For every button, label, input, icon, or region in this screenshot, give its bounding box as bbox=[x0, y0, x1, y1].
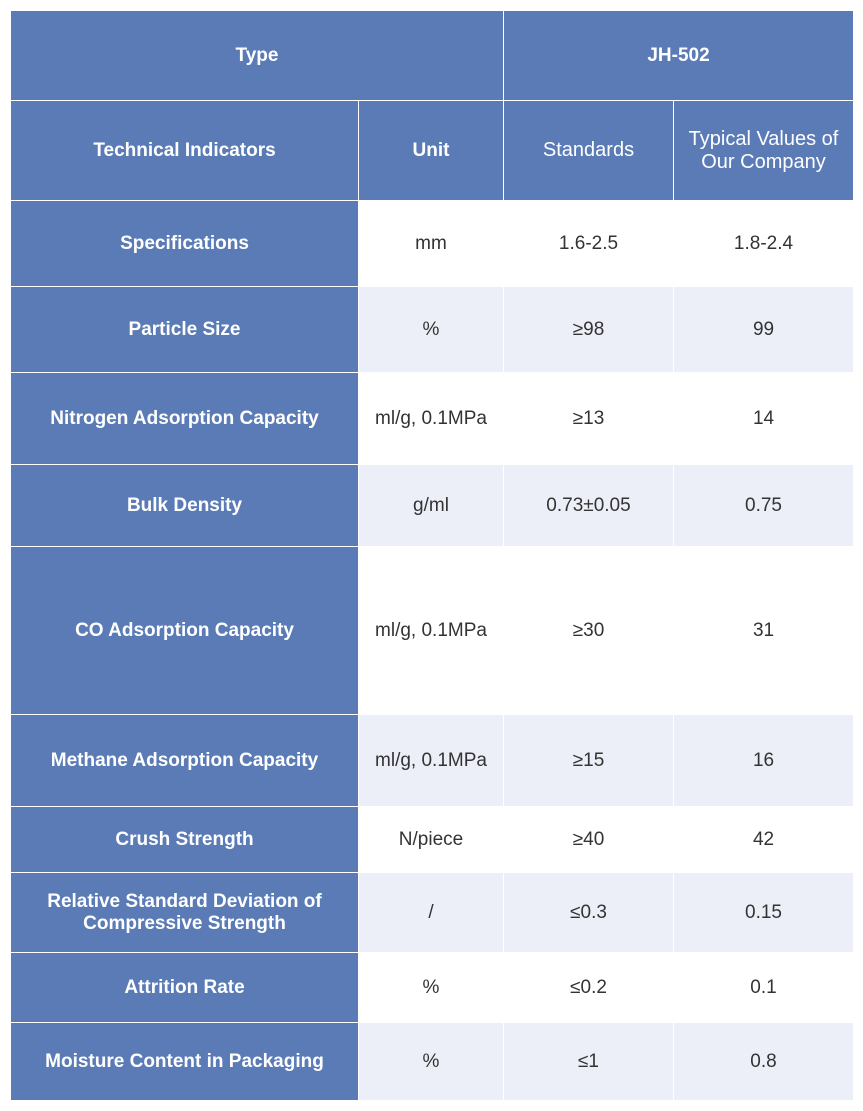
row-label: Attrition Rate bbox=[11, 953, 359, 1023]
table-row: CO Adsorption Capacityml/g, 0.1MPa≥3031 bbox=[11, 547, 854, 715]
table-row: Nitrogen Adsorption Capacityml/g, 0.1MPa… bbox=[11, 373, 854, 465]
typical-header: Typical Values of Our Company bbox=[674, 101, 854, 201]
standard-cell: ≥40 bbox=[504, 807, 674, 873]
standard-cell: ≤0.2 bbox=[504, 953, 674, 1023]
standard-cell: ≥30 bbox=[504, 547, 674, 715]
table-row: Methane Adsorption Capacityml/g, 0.1MPa≥… bbox=[11, 715, 854, 807]
unit-cell: ml/g, 0.1MPa bbox=[359, 715, 504, 807]
standard-cell: ≤0.3 bbox=[504, 873, 674, 953]
row-label: Nitrogen Adsorption Capacity bbox=[11, 373, 359, 465]
unit-cell: ml/g, 0.1MPa bbox=[359, 373, 504, 465]
row-label: Crush Strength bbox=[11, 807, 359, 873]
table-row: Specificationsmm1.6-2.51.8-2.4 bbox=[11, 201, 854, 287]
row-label: Methane Adsorption Capacity bbox=[11, 715, 359, 807]
standards-header: Standards bbox=[504, 101, 674, 201]
typical-cell: 0.75 bbox=[674, 465, 854, 547]
tech-indicators-header: Technical Indicators bbox=[11, 101, 359, 201]
unit-cell: / bbox=[359, 873, 504, 953]
table-row: Crush StrengthN/piece≥4042 bbox=[11, 807, 854, 873]
table-row: Bulk Densityg/ml0.73±0.050.75 bbox=[11, 465, 854, 547]
unit-cell: % bbox=[359, 1023, 504, 1101]
header-row-2: Technical Indicators Unit Standards Typi… bbox=[11, 101, 854, 201]
typical-cell: 0.8 bbox=[674, 1023, 854, 1101]
standard-cell: ≥13 bbox=[504, 373, 674, 465]
standard-cell: ≥15 bbox=[504, 715, 674, 807]
row-label: Specifications bbox=[11, 201, 359, 287]
unit-cell: % bbox=[359, 953, 504, 1023]
typical-cell: 1.8-2.4 bbox=[674, 201, 854, 287]
standard-cell: ≤1 bbox=[504, 1023, 674, 1101]
typical-cell: 42 bbox=[674, 807, 854, 873]
table-row: Moisture Content in Packaging%≤10.8 bbox=[11, 1023, 854, 1101]
spec-table-body: Type JH-502 Technical Indicators Unit St… bbox=[11, 11, 854, 1101]
typical-cell: 16 bbox=[674, 715, 854, 807]
standard-cell: 0.73±0.05 bbox=[504, 465, 674, 547]
typical-cell: 14 bbox=[674, 373, 854, 465]
product-header: JH-502 bbox=[504, 11, 854, 101]
typical-cell: 99 bbox=[674, 287, 854, 373]
typical-cell: 31 bbox=[674, 547, 854, 715]
unit-cell: ml/g, 0.1MPa bbox=[359, 547, 504, 715]
table-row: Relative Standard Deviation of Compressi… bbox=[11, 873, 854, 953]
unit-cell: mm bbox=[359, 201, 504, 287]
header-row-1: Type JH-502 bbox=[11, 11, 854, 101]
spec-table: Type JH-502 Technical Indicators Unit St… bbox=[10, 10, 854, 1101]
typical-cell: 0.15 bbox=[674, 873, 854, 953]
standard-cell: 1.6-2.5 bbox=[504, 201, 674, 287]
row-label: CO Adsorption Capacity bbox=[11, 547, 359, 715]
unit-cell: % bbox=[359, 287, 504, 373]
unit-cell: N/piece bbox=[359, 807, 504, 873]
row-label: Relative Standard Deviation of Compressi… bbox=[11, 873, 359, 953]
standard-cell: ≥98 bbox=[504, 287, 674, 373]
row-label: Particle Size bbox=[11, 287, 359, 373]
unit-header: Unit bbox=[359, 101, 504, 201]
row-label: Moisture Content in Packaging bbox=[11, 1023, 359, 1101]
type-header: Type bbox=[11, 11, 504, 101]
typical-cell: 0.1 bbox=[674, 953, 854, 1023]
table-row: Particle Size%≥9899 bbox=[11, 287, 854, 373]
row-label: Bulk Density bbox=[11, 465, 359, 547]
unit-cell: g/ml bbox=[359, 465, 504, 547]
table-row: Attrition Rate%≤0.20.1 bbox=[11, 953, 854, 1023]
